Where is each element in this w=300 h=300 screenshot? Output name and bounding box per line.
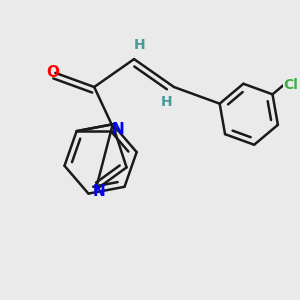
Text: O: O bbox=[46, 65, 59, 80]
Text: H: H bbox=[161, 94, 172, 109]
Text: H: H bbox=[134, 38, 146, 52]
Text: Cl: Cl bbox=[284, 78, 298, 92]
Text: N: N bbox=[111, 122, 124, 137]
Text: N: N bbox=[92, 184, 105, 199]
